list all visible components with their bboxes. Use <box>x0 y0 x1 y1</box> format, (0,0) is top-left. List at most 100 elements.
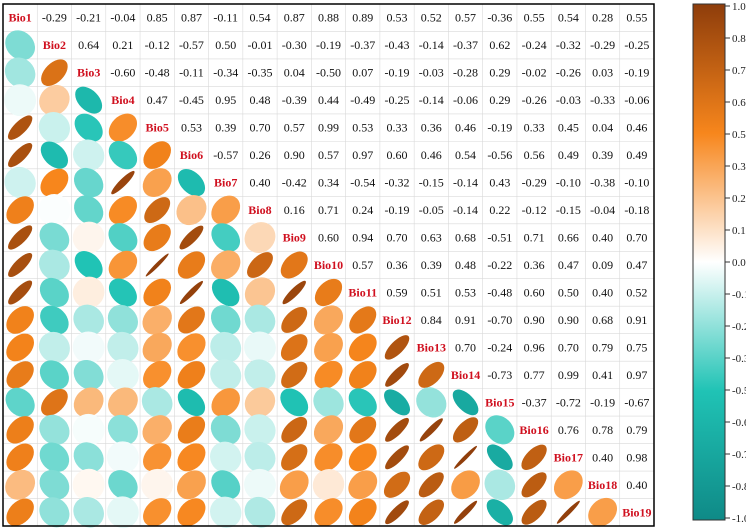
variable-label: Bio7 <box>214 176 237 190</box>
correlation-ellipse <box>107 331 139 363</box>
correlation-value: 0.99 <box>558 368 579 382</box>
correlation-ellipse <box>244 414 276 446</box>
correlation-value: 0.64 <box>78 38 99 52</box>
correlation-value: 0.90 <box>284 148 305 162</box>
correlation-value: 0.70 <box>249 121 270 135</box>
correlation-ellipse <box>484 469 516 501</box>
correlation-ellipse <box>4 84 37 117</box>
correlation-value: 0.90 <box>558 313 579 327</box>
correlation-value: -0.03 <box>419 66 444 80</box>
correlation-value: 0.95 <box>215 93 236 107</box>
correlation-value: 0.55 <box>626 11 647 25</box>
correlation-ellipse <box>453 500 478 524</box>
correlation-value: -0.37 <box>350 38 375 52</box>
correlation-value: -0.51 <box>487 231 512 245</box>
correlation-value: 0.40 <box>249 176 270 190</box>
correlation-ellipse <box>142 168 172 198</box>
correlation-ellipse <box>244 441 276 473</box>
correlation-ellipse <box>108 223 138 252</box>
legend-tick-label: -0.88 <box>732 481 746 493</box>
correlation-value: -0.19 <box>385 66 410 80</box>
correlation-value: 0.47 <box>147 93 168 107</box>
correlation-value: -0.03 <box>556 93 581 107</box>
correlation-value: 0.21 <box>112 38 133 52</box>
correlation-value: -0.26 <box>556 66 581 80</box>
correlation-value: -0.56 <box>487 148 512 162</box>
correlation-value: -0.72 <box>556 395 581 409</box>
correlation-ellipse <box>418 472 444 498</box>
correlation-ellipse <box>244 222 276 253</box>
correlation-ellipse <box>385 363 409 387</box>
correlation-value: -0.32 <box>385 176 410 190</box>
legend-tick-label: 0.38 <box>732 161 746 173</box>
correlation-ellipse <box>143 443 172 472</box>
correlation-value: 0.91 <box>455 313 476 327</box>
variable-label: Bio12 <box>382 313 411 327</box>
correlation-value: 0.39 <box>592 148 613 162</box>
correlation-value: -0.25 <box>385 93 410 107</box>
correlation-value: 0.50 <box>215 38 236 52</box>
correlation-value: -0.49 <box>350 93 375 107</box>
correlation-value: 0.22 <box>489 203 510 217</box>
correlation-ellipse <box>38 331 70 363</box>
correlation-ellipse <box>211 388 240 417</box>
correlation-value: -0.35 <box>247 66 272 80</box>
matrix-border <box>2 3 655 527</box>
correlation-ellipse <box>108 387 138 418</box>
correlation-value: -0.54 <box>350 176 375 190</box>
correlation-ellipse <box>384 335 410 360</box>
correlation-value: -0.11 <box>179 66 204 80</box>
correlation-value: -0.60 <box>110 66 135 80</box>
legend-tick-label: -0.75 <box>732 449 746 461</box>
correlation-value: 0.55 <box>524 11 545 25</box>
correlation-ellipse <box>73 442 104 473</box>
correlation-ellipse <box>73 139 105 171</box>
correlation-ellipse <box>6 196 34 224</box>
correlation-value: 0.54 <box>558 11 579 25</box>
variable-label: Bio15 <box>485 395 514 409</box>
correlation-value: -0.06 <box>624 93 649 107</box>
correlation-value: 0.70 <box>387 231 408 245</box>
correlation-ellipse <box>73 304 104 336</box>
correlation-ellipse <box>74 113 103 142</box>
correlation-ellipse <box>244 331 276 364</box>
color-legend: 1.0 0.88 0.75 0.63 0.50 0.38 0.25 0.13 0.0 -0.13 -… <box>692 1 746 525</box>
correlation-value: 0.89 <box>352 11 373 25</box>
variable-label: Bio1 <box>8 11 31 25</box>
correlation-ellipse <box>73 359 104 390</box>
correlation-value: 0.60 <box>524 285 545 299</box>
correlation-value: -0.50 <box>316 66 341 80</box>
correlation-ellipse <box>314 278 343 307</box>
correlation-ellipse <box>39 277 69 308</box>
correlation-ellipse <box>74 195 104 225</box>
correlation-value: 0.51 <box>421 285 442 299</box>
correlation-ellipse <box>73 387 104 418</box>
correlation-value: -0.26 <box>522 93 547 107</box>
correlation-value: 0.52 <box>421 11 442 25</box>
correlation-ellipse <box>452 389 479 416</box>
correlation-value: -0.02 <box>522 66 547 80</box>
correlation-ellipse <box>179 225 204 250</box>
correlation-ellipse <box>39 360 69 390</box>
variable-label: Bio18 <box>588 478 617 492</box>
correlation-value: 0.48 <box>249 93 270 107</box>
correlation-ellipse <box>141 468 174 501</box>
correlation-value: 0.94 <box>352 231 373 245</box>
correlation-ellipse <box>108 278 137 307</box>
correlation-value: 0.59 <box>387 285 408 299</box>
correlation-value: -0.70 <box>487 313 512 327</box>
correlation-ellipse <box>39 414 70 445</box>
correlation-ellipse <box>6 416 34 444</box>
correlation-ellipse <box>348 361 377 389</box>
variable-label: Bio9 <box>283 231 306 245</box>
correlation-ellipse <box>451 470 480 500</box>
correlation-value: 0.88 <box>318 11 339 25</box>
legend-tick-label: -0.63 <box>732 417 746 429</box>
correlation-value: -0.37 <box>522 395 547 409</box>
correlation-value: 0.84 <box>421 313 442 327</box>
correlation-ellipse <box>177 333 206 362</box>
correlation-ellipse <box>452 417 479 443</box>
correlation-ellipse <box>485 415 515 445</box>
correlation-ellipse <box>349 306 377 334</box>
correlation-ellipse <box>40 168 69 197</box>
